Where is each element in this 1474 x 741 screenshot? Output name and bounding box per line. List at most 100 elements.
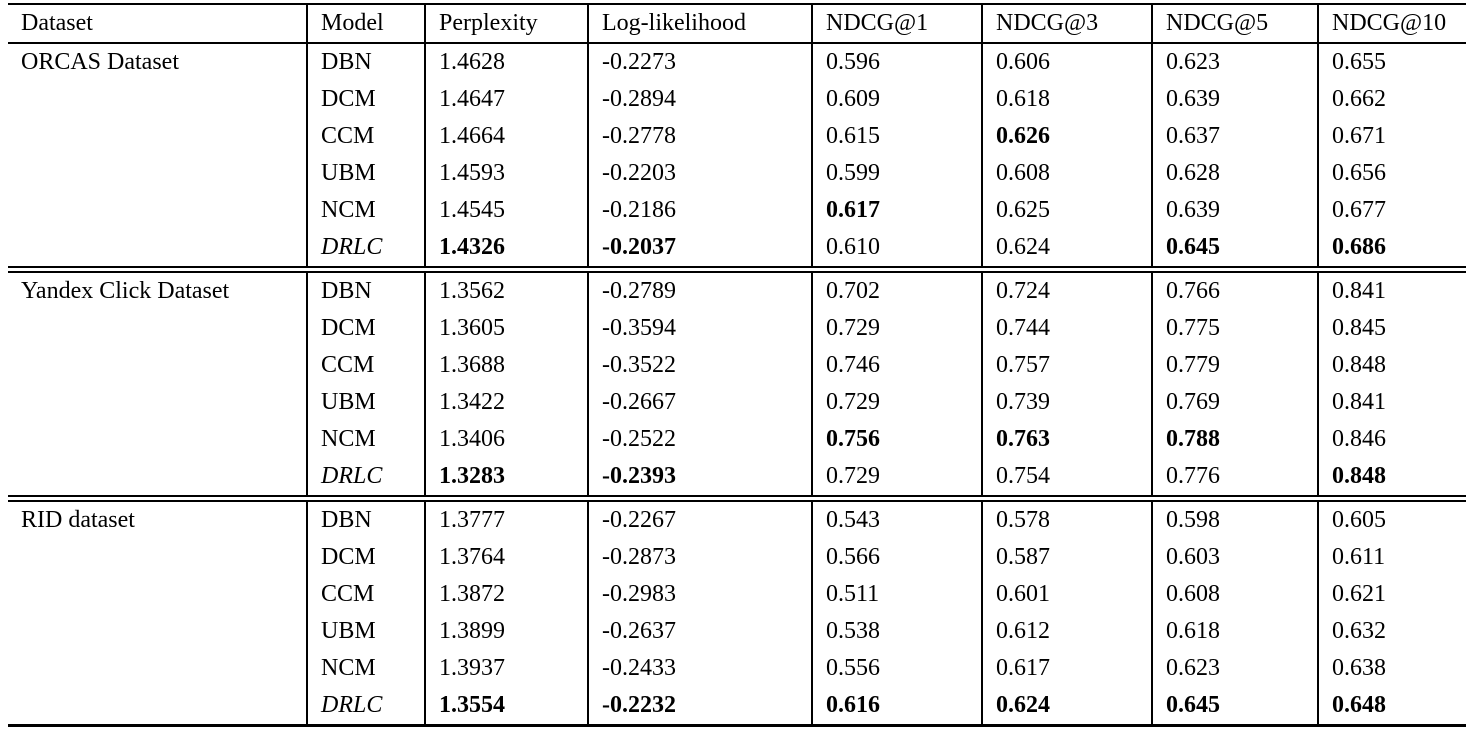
model-cell: DBN (306, 43, 425, 81)
value-cell: 0.638 (1317, 650, 1466, 687)
dataset-cell (8, 384, 307, 421)
dataset-section: ORCAS Dataset DBN 1.4628 -0.2273 0.596 0.606 0… (8, 43, 1466, 270)
table-row: ORCAS Dataset DBN 1.4628 -0.2273 0.596 0.606 0… (8, 43, 1466, 81)
value-cell: 0.612 (981, 613, 1152, 650)
value-cell: 0.599 (811, 155, 982, 192)
value-cell: 1.4326 (424, 229, 588, 270)
table-row: UBM 1.4593 -0.2203 0.599 0.608 0.628 0.656 (8, 155, 1466, 192)
value-cell: 0.848 (1317, 458, 1466, 499)
value-cell: 0.608 (1151, 576, 1318, 613)
value-cell: 0.623 (1151, 650, 1318, 687)
value-cell: 0.566 (811, 539, 982, 576)
value-cell: 0.616 (811, 687, 982, 726)
value-cell: 0.766 (1151, 269, 1318, 310)
value-cell: -0.2873 (587, 539, 812, 576)
dataset-cell (8, 192, 307, 229)
value-cell: 1.3937 (424, 650, 588, 687)
value-cell: -0.3594 (587, 310, 812, 347)
value-cell: 0.626 (981, 118, 1152, 155)
value-cell: 0.578 (981, 498, 1152, 539)
value-cell: 0.511 (811, 576, 982, 613)
model-cell: DCM (306, 539, 425, 576)
model-cell: DRLC (306, 687, 425, 726)
value-cell: 0.671 (1317, 118, 1466, 155)
value-cell: 0.543 (811, 498, 982, 539)
value-cell: 0.605 (1317, 498, 1466, 539)
model-cell: DBN (306, 269, 425, 310)
value-cell: 0.848 (1317, 347, 1466, 384)
column-header-ndcg-5: NDCG@5 (1151, 4, 1318, 43)
value-cell: 1.3554 (424, 687, 588, 726)
table-row: UBM 1.3899 -0.2637 0.538 0.612 0.618 0.632 (8, 613, 1466, 650)
dataset-section: RID dataset DBN 1.3777 -0.2267 0.543 0.578 0.5… (8, 498, 1466, 726)
value-cell: 0.744 (981, 310, 1152, 347)
value-cell: -0.2186 (587, 192, 812, 229)
value-cell: -0.2894 (587, 81, 812, 118)
model-cell: CCM (306, 576, 425, 613)
dataset-cell (8, 576, 307, 613)
model-cell: UBM (306, 155, 425, 192)
dataset-cell (8, 539, 307, 576)
value-cell: 1.4628 (424, 43, 588, 81)
value-cell: 0.686 (1317, 229, 1466, 270)
value-cell: 0.628 (1151, 155, 1318, 192)
value-cell: 0.606 (981, 43, 1152, 81)
value-cell: 0.763 (981, 421, 1152, 458)
value-cell: 0.739 (981, 384, 1152, 421)
value-cell: 0.746 (811, 347, 982, 384)
results-table: Dataset Model Perplexity Log-likelihood NDCG… (8, 3, 1466, 727)
value-cell: 0.729 (811, 458, 982, 499)
value-cell: 1.3283 (424, 458, 588, 499)
value-cell: -0.2037 (587, 229, 812, 270)
column-header-ndcg-10: NDCG@10 (1317, 4, 1466, 43)
table-row: CCM 1.3872 -0.2983 0.511 0.601 0.608 0.621 (8, 576, 1466, 613)
value-cell: 0.615 (811, 118, 982, 155)
model-cell: DBN (306, 498, 425, 539)
model-cell: NCM (306, 421, 425, 458)
value-cell: 1.3406 (424, 421, 588, 458)
value-cell: 0.724 (981, 269, 1152, 310)
value-cell: 0.846 (1317, 421, 1466, 458)
value-cell: 1.3872 (424, 576, 588, 613)
value-cell: -0.2637 (587, 613, 812, 650)
dataset-section: Yandex Click Dataset DBN 1.3562 -0.2789 0.70… (8, 269, 1466, 499)
value-cell: -0.2522 (587, 421, 812, 458)
value-cell: 0.702 (811, 269, 982, 310)
value-cell: 0.648 (1317, 687, 1466, 726)
model-cell: DCM (306, 81, 425, 118)
value-cell: 0.618 (981, 81, 1152, 118)
value-cell: 0.621 (1317, 576, 1466, 613)
table-row: NCM 1.3406 -0.2522 0.756 0.763 0.788 0.846 (8, 421, 1466, 458)
value-cell: 0.632 (1317, 613, 1466, 650)
model-cell: DCM (306, 310, 425, 347)
value-cell: 1.3764 (424, 539, 588, 576)
value-cell: 0.596 (811, 43, 982, 81)
table-row: NCM 1.3937 -0.2433 0.556 0.617 0.623 0.638 (8, 650, 1466, 687)
value-cell: -0.2203 (587, 155, 812, 192)
column-header-log-likelihood: Log-likelihood (587, 4, 812, 43)
value-cell: 0.618 (1151, 613, 1318, 650)
model-cell: CCM (306, 347, 425, 384)
model-cell: DRLC (306, 229, 425, 270)
dataset-cell: Yandex Click Dataset (21, 278, 230, 304)
value-cell: 0.623 (1151, 43, 1318, 81)
value-cell: 1.3899 (424, 613, 588, 650)
dataset-cell (8, 613, 307, 650)
value-cell: 0.655 (1317, 43, 1466, 81)
value-cell: 0.609 (811, 81, 982, 118)
value-cell: 0.729 (811, 310, 982, 347)
model-cell: UBM (306, 613, 425, 650)
value-cell: 1.3422 (424, 384, 588, 421)
value-cell: 1.4593 (424, 155, 588, 192)
value-cell: 0.845 (1317, 310, 1466, 347)
value-cell: -0.2983 (587, 576, 812, 613)
value-cell: 0.754 (981, 458, 1152, 499)
value-cell: 0.639 (1151, 192, 1318, 229)
value-cell: 1.3562 (424, 269, 588, 310)
column-header-model: Model (306, 4, 425, 43)
dataset-cell (8, 310, 307, 347)
table-row: Yandex Click Dataset DBN 1.3562 -0.2789 0.70… (8, 269, 1466, 310)
value-cell: 0.776 (1151, 458, 1318, 499)
value-cell: 0.639 (1151, 81, 1318, 118)
value-cell: 0.841 (1317, 269, 1466, 310)
